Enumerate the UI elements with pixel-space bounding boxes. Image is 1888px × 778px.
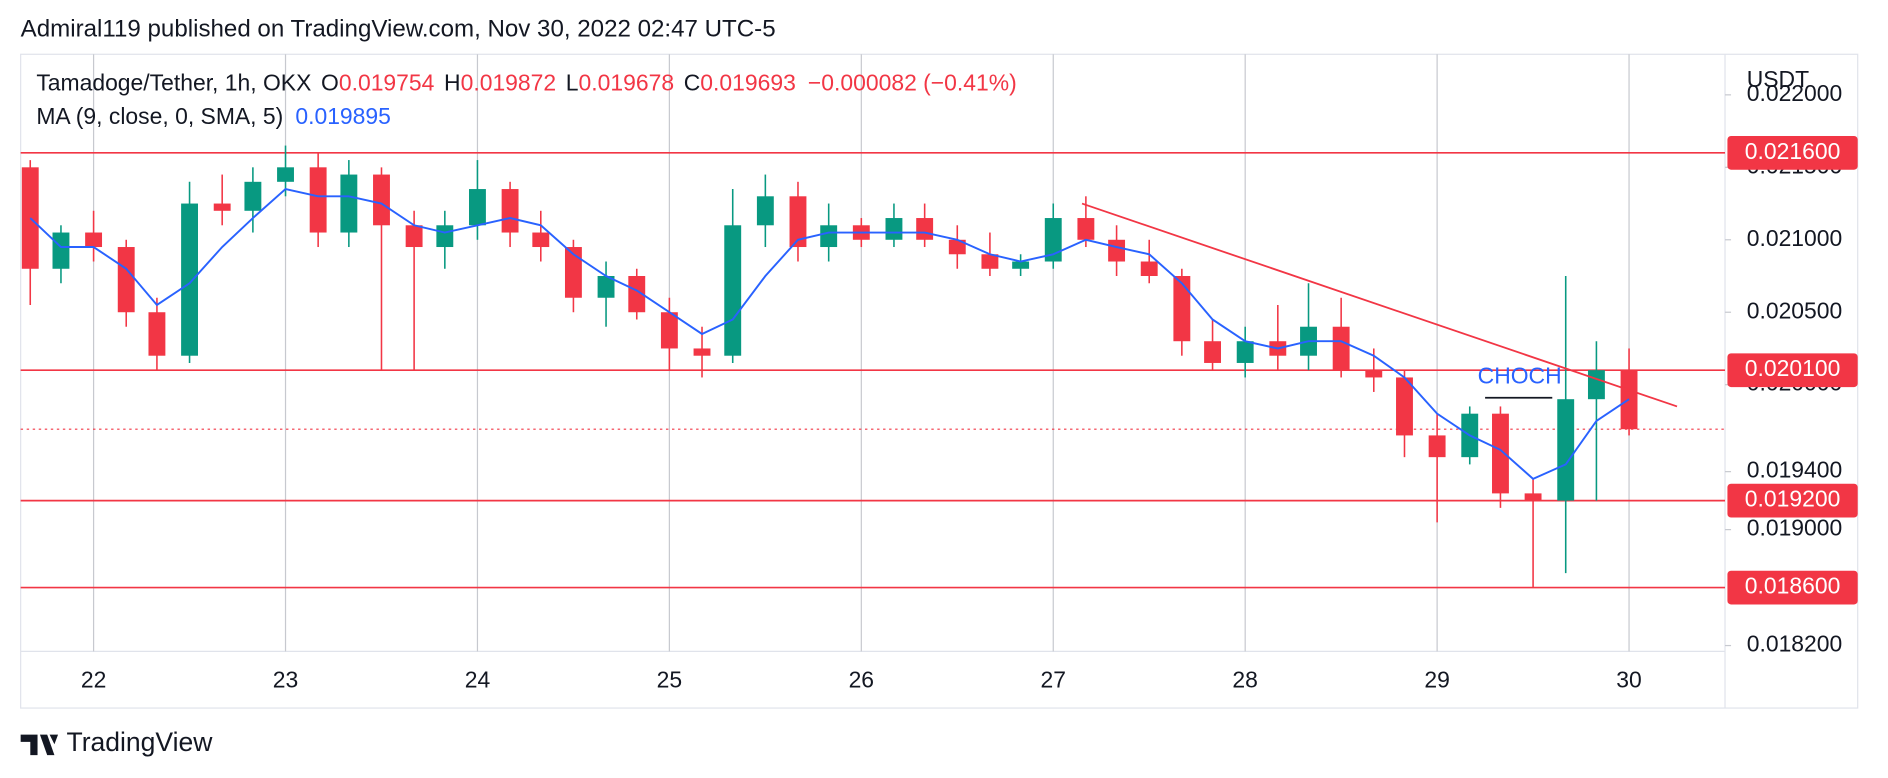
candle-body: [117, 247, 135, 313]
candle-body: [340, 174, 358, 233]
candle-body: [693, 348, 711, 356]
y-tick-label: 0.022000: [1747, 80, 1843, 106]
currency: USDT: [1747, 66, 1809, 92]
candle-body: [1396, 377, 1413, 436]
candle-body: [532, 232, 550, 248]
candle-body: [1108, 239, 1126, 262]
y-tick-label: 0.019400: [1747, 457, 1843, 483]
candle-body: [277, 167, 294, 182]
brand: TradingView: [66, 727, 213, 757]
x-tick-label: 25: [657, 667, 682, 693]
c-value: 0.019693: [700, 69, 796, 95]
candle-body: [597, 276, 615, 298]
x-tick-label: 22: [81, 667, 106, 693]
level-label: 0.019200: [1745, 486, 1841, 512]
candle-body: [724, 225, 742, 356]
candle-body: [405, 225, 423, 248]
legend-ma: MA (9, close, 0, SMA, 5) 0.019895: [36, 103, 391, 129]
candle-body: [373, 174, 390, 226]
candle-body: [1428, 435, 1446, 458]
candle-body: [501, 189, 519, 233]
candle-body: [820, 225, 838, 248]
level-label: 0.020100: [1745, 355, 1841, 381]
x-tick-label: 30: [1616, 667, 1641, 693]
x-tick-label: 27: [1041, 667, 1066, 693]
price-axis: 22 23 24 25 26 27 28 29 30 0.018200 0.019000 0.0194…: [81, 80, 1858, 693]
y-tick-label: 0.021000: [1747, 225, 1843, 251]
candle-body: [916, 218, 934, 240]
symbol: Tamadoge/Tether, 1h, OKX: [36, 69, 311, 95]
x-tick-label: 29: [1424, 667, 1449, 693]
ma-line: [29, 188, 1630, 481]
candle-body: [244, 181, 262, 211]
candle-body: [1012, 261, 1030, 269]
candle-body: [181, 203, 198, 356]
level-label: 0.018600: [1745, 573, 1841, 599]
candle-body: [1492, 413, 1509, 494]
candle-body: [1173, 276, 1191, 342]
candle-body: [1557, 399, 1575, 501]
candle-body: [436, 225, 454, 248]
h-label: H: [444, 69, 461, 95]
candle-body: [564, 247, 582, 298]
candle-body: [1236, 341, 1254, 363]
ma-value: 0.019895: [295, 103, 391, 129]
o-label: O: [321, 69, 339, 95]
y-tick-label: 0.020500: [1747, 297, 1843, 323]
choch-label: CHOCH: [1478, 362, 1562, 388]
candle-body: [52, 232, 70, 269]
candle-body: [1332, 326, 1350, 371]
level-label-bg: [1727, 483, 1858, 518]
trendline: [1081, 202, 1678, 408]
candle-body: [1524, 493, 1542, 501]
candle-body: [628, 276, 646, 313]
h-value: 0.019872: [461, 69, 557, 95]
y-tick-label: 0.018200: [1747, 631, 1843, 657]
candle-body: [789, 196, 807, 248]
candle-body: [756, 196, 774, 226]
level-label-bg: [1727, 570, 1858, 605]
x-tick-label: 26: [849, 667, 874, 693]
candle-body: [1365, 370, 1383, 378]
y-tick-label: 0.019000: [1747, 515, 1843, 541]
publish-header: Admiral119 published on TradingView.com,…: [21, 16, 776, 43]
candle-body: [469, 189, 486, 226]
ma-label: MA (9, close, 0, SMA, 5): [36, 103, 283, 129]
c-label: C: [684, 69, 701, 95]
level-label-bg: [1727, 353, 1858, 388]
candle-body: [85, 232, 103, 248]
candle-body: [21, 167, 39, 269]
x-tick-label: 23: [273, 667, 298, 693]
candle-body: [885, 218, 903, 240]
candle-body: [981, 254, 999, 269]
x-tick-label: 24: [465, 667, 491, 693]
candle-body: [948, 239, 966, 255]
x-tick-label: 28: [1232, 667, 1257, 693]
plot: CHOCH: [20, 145, 1726, 589]
change: −0.000082 (−0.41%): [808, 69, 1017, 95]
brand-logo: [20, 734, 59, 756]
candle-body: [1204, 341, 1222, 363]
level-label: 0.021600: [1745, 138, 1841, 164]
candle-body: [213, 203, 231, 211]
l-value: 0.019678: [579, 69, 675, 95]
candle-body: [1140, 261, 1158, 277]
legend-ohlc: Tamadoge/Tether, 1h, OKX O0.019754 H0.0198…: [36, 69, 1016, 95]
candle-body: [1044, 218, 1062, 262]
l-label: L: [566, 69, 579, 95]
o-value: 0.019754: [339, 69, 435, 95]
candle-body: [660, 312, 678, 349]
candle-body: [309, 167, 327, 233]
level-label-bg: [1727, 135, 1858, 170]
candle-body: [148, 312, 166, 356]
candle-body: [1077, 218, 1095, 240]
candle-body: [1587, 370, 1605, 400]
